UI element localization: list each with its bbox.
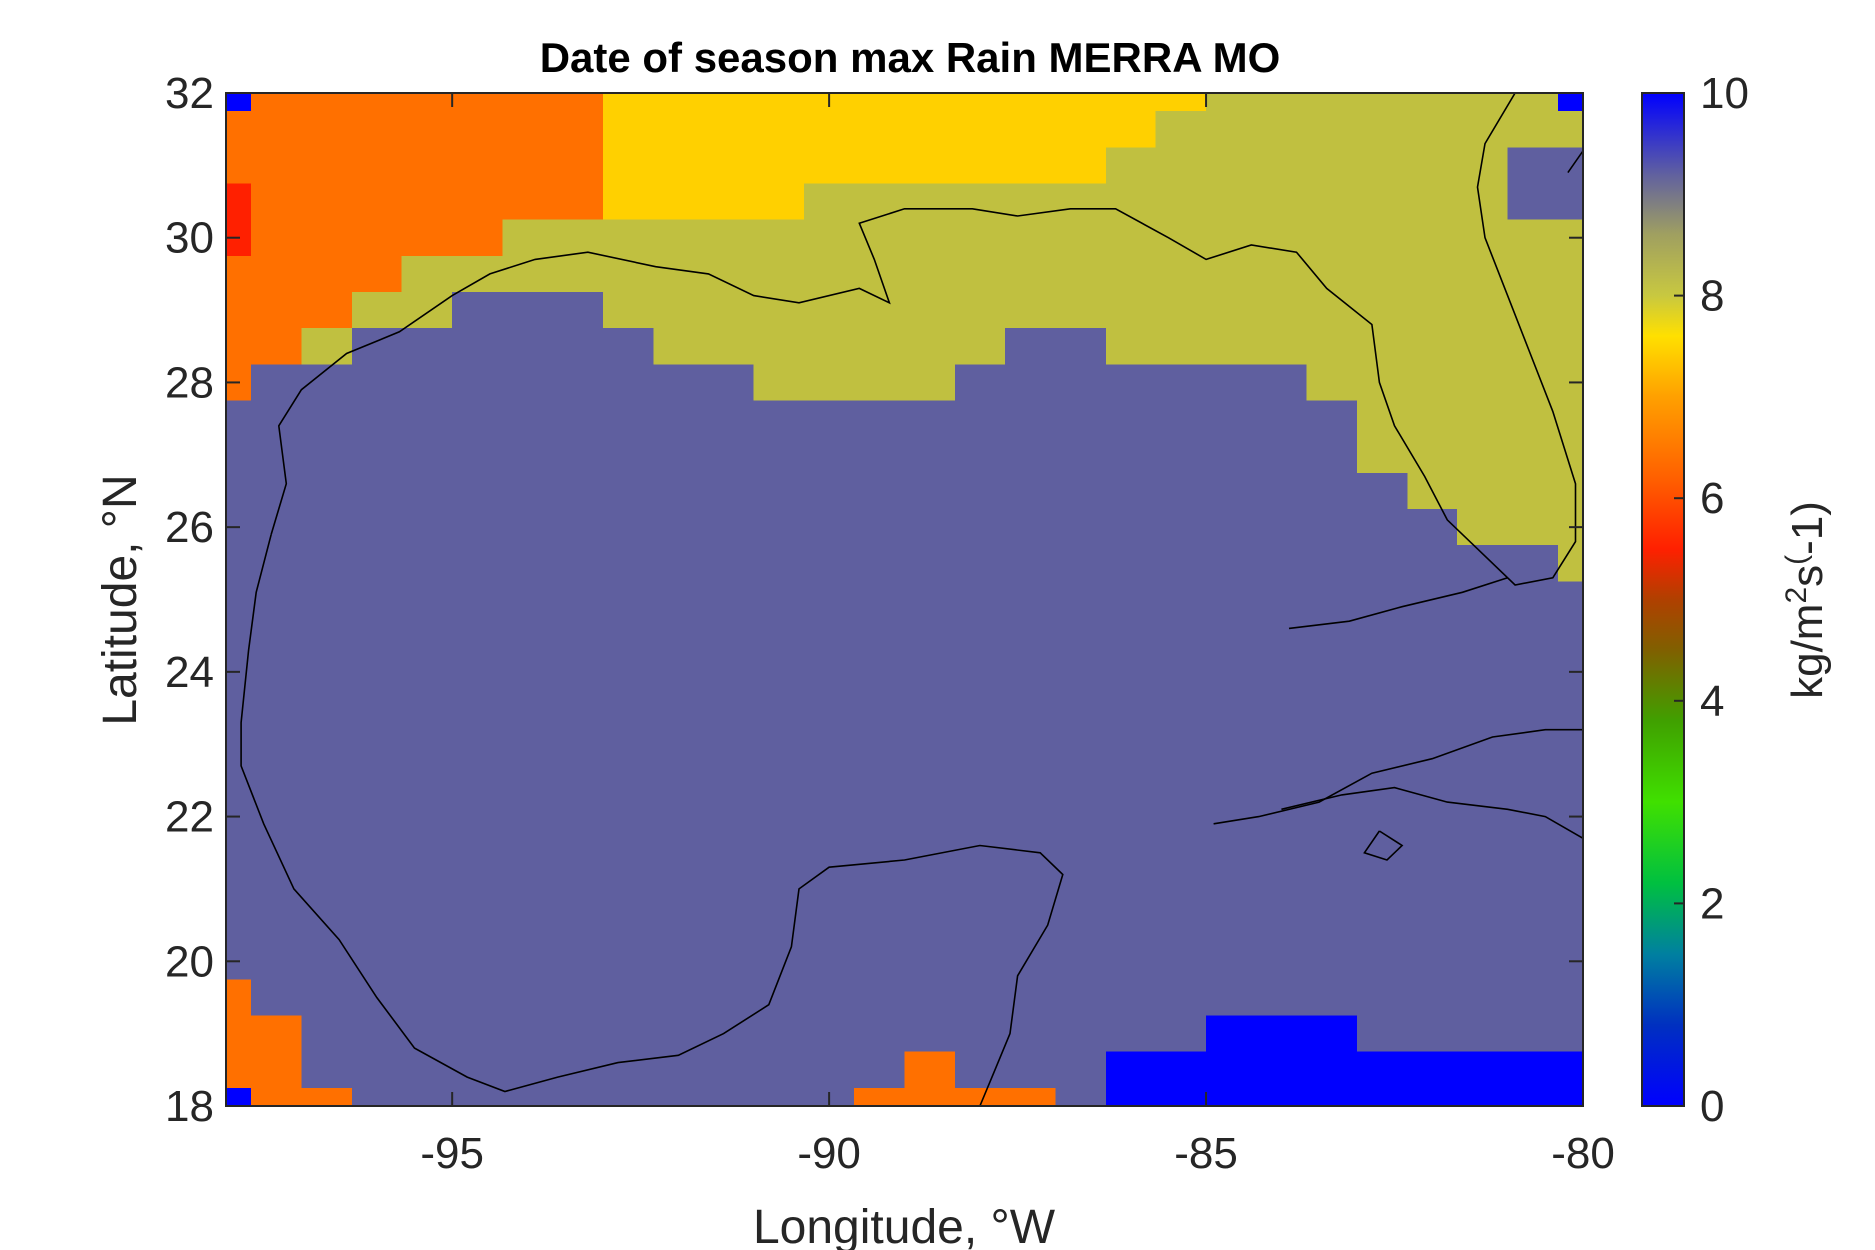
heatmap-cell xyxy=(602,291,1583,329)
plot-frame xyxy=(225,92,1584,1107)
y-tick-label: 24 xyxy=(165,648,214,697)
heatmap-cell xyxy=(301,328,352,365)
heatmap-cell xyxy=(226,291,352,329)
heatmap-cell xyxy=(250,1087,302,1106)
heatmap-cell xyxy=(1155,111,1583,148)
heatmap-cell xyxy=(753,364,956,401)
colorbar-frame xyxy=(1641,92,1685,1107)
colorbar-tick-label: 2 xyxy=(1700,879,1724,928)
heatmap-cell xyxy=(653,328,1005,365)
coastline-path xyxy=(1363,830,1404,861)
colorbar-tick-label: 8 xyxy=(1700,272,1724,321)
y-tick-label: 30 xyxy=(165,214,214,263)
heatmap-cell xyxy=(250,1015,302,1088)
colorbar-gradient xyxy=(1642,93,1684,1106)
heatmap-cell xyxy=(1206,1015,1357,1052)
y-axis-label: Latitude, °N xyxy=(94,474,147,725)
heatmap-cell xyxy=(602,147,1106,184)
x-axis: -95 -90 -85 -80 xyxy=(420,93,1615,1178)
heatmap-cell xyxy=(1105,328,1583,365)
colorbar-tick-label: 6 xyxy=(1700,474,1724,523)
heatmap-cell xyxy=(853,1087,1056,1106)
heatmap-cell xyxy=(602,93,1207,112)
heatmap-cell xyxy=(1558,93,1583,112)
coastline-path xyxy=(1213,728,1583,825)
heatmap-cell xyxy=(1356,400,1583,473)
colorbar-tick-label: 10 xyxy=(1700,69,1749,118)
heatmap-cell xyxy=(1105,147,1583,184)
heatmap-cell xyxy=(502,219,1583,256)
heatmap-cell xyxy=(1105,1051,1583,1106)
heatmap-cell xyxy=(804,183,1583,220)
colorbar-tick-label: 0 xyxy=(1700,1082,1724,1131)
coastline-path xyxy=(240,534,1064,1106)
chart-title: Date of season max Rain MERRA MO xyxy=(540,34,1281,81)
y-tick-label: 22 xyxy=(165,793,214,842)
heatmap xyxy=(226,93,1583,1106)
colorbar-label: kg/m2s(-1) xyxy=(1780,501,1833,699)
coastline-path xyxy=(270,93,1577,586)
heatmap-cell xyxy=(351,291,453,329)
colorbar-axis: 0 2 4 6 8 10 xyxy=(1674,69,1749,1131)
y-tick-label: 32 xyxy=(165,69,214,118)
heatmap-cell xyxy=(226,219,503,256)
coastline-path xyxy=(1288,577,1508,630)
coastline-path xyxy=(1281,786,1583,839)
coastline xyxy=(240,93,1583,1106)
y-tick-label: 18 xyxy=(165,1082,214,1131)
heatmap-cell xyxy=(401,255,1583,292)
x-axis-label: Longitude, °W xyxy=(753,1201,1056,1250)
heatmap-cell xyxy=(226,93,251,112)
y-tick-label: 26 xyxy=(165,503,214,552)
x-tick-label: -95 xyxy=(420,1129,484,1178)
colorbar xyxy=(1641,92,1685,1107)
heatmap-cell xyxy=(226,328,302,365)
y-tick-label: 20 xyxy=(165,937,214,986)
colorbar-tick-label: 4 xyxy=(1700,677,1724,726)
y-tick-label: 28 xyxy=(165,358,214,407)
heatmap-cell xyxy=(602,183,805,220)
heatmap-cell xyxy=(226,255,402,292)
heatmap-cell xyxy=(1407,472,1583,510)
heatmap-cell xyxy=(301,1087,352,1106)
x-tick-label: -85 xyxy=(1174,1129,1238,1178)
heatmap-cell xyxy=(226,183,251,256)
heatmap-cell xyxy=(226,1087,251,1106)
heatmap-cell xyxy=(1457,509,1583,546)
heatmap-cell xyxy=(602,111,1156,148)
heatmap-cell xyxy=(1507,147,1583,220)
x-tick-label: -80 xyxy=(1551,1129,1615,1178)
x-tick-label: -90 xyxy=(797,1129,861,1178)
heatmap-cell xyxy=(904,1051,956,1088)
heatmap-cell xyxy=(226,979,251,1106)
heatmap-cell xyxy=(226,93,603,220)
y-axis: 18 20 22 24 26 28 30 32 xyxy=(165,69,1583,1131)
heatmap-cell xyxy=(1206,93,1559,112)
coastline-path xyxy=(1567,150,1583,174)
